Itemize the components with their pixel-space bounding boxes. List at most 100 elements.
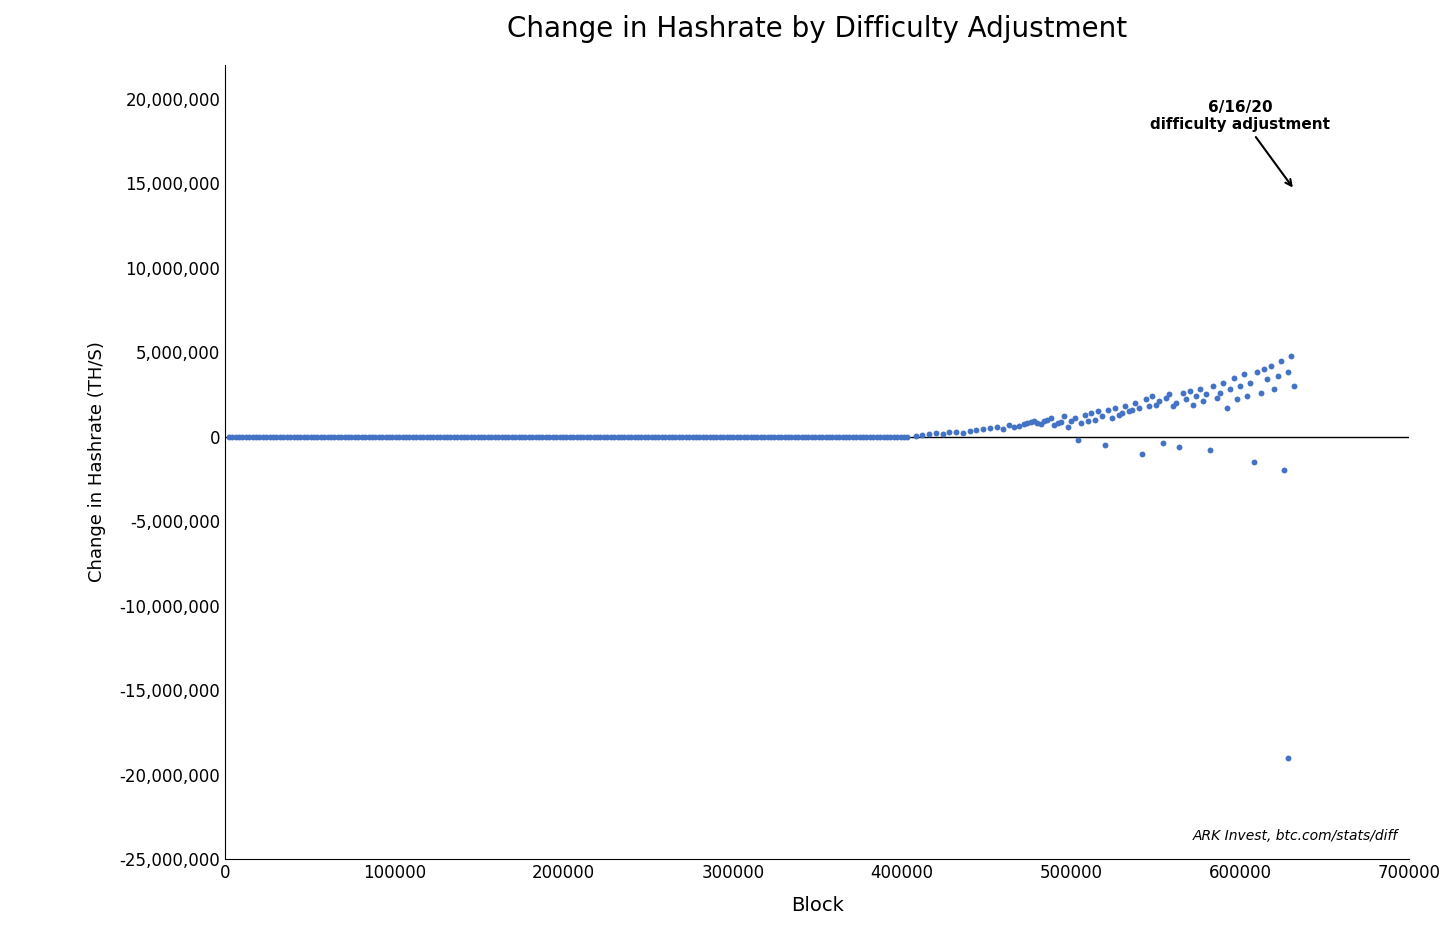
Point [1208, 385, 1232, 400]
Point [339, 429, 363, 444]
Point [582, 429, 606, 444]
Point [644, 429, 667, 444]
Point [1091, 409, 1114, 424]
Point [521, 429, 545, 444]
Point [827, 429, 850, 444]
Point [1239, 375, 1262, 390]
Point [745, 429, 769, 444]
Point [1137, 399, 1160, 414]
Point [997, 418, 1021, 433]
Point [1198, 442, 1222, 457]
Point [367, 429, 390, 444]
Point [422, 429, 446, 444]
Point [293, 429, 316, 444]
Point [1219, 381, 1242, 397]
Point [542, 429, 565, 444]
Point [1262, 381, 1286, 397]
Point [817, 429, 840, 444]
Point [773, 429, 796, 444]
Point [855, 429, 878, 444]
Point [494, 429, 517, 444]
Point [217, 429, 240, 444]
Point [1025, 416, 1048, 431]
Point [1066, 433, 1089, 448]
Point [234, 429, 258, 444]
Point [285, 429, 309, 444]
Point [852, 429, 875, 444]
Point [1283, 379, 1306, 394]
Point [282, 429, 306, 444]
Point [585, 429, 609, 444]
Point [917, 426, 941, 441]
Point [1171, 385, 1194, 400]
Point [1060, 413, 1083, 428]
Point [476, 429, 499, 444]
Point [770, 429, 794, 444]
Point [875, 429, 898, 444]
Point [1232, 366, 1255, 381]
Point [712, 429, 735, 444]
Point [814, 429, 837, 444]
Point [756, 429, 779, 444]
Point [514, 429, 537, 444]
Point [613, 429, 636, 444]
Point [1249, 385, 1273, 400]
Point [1117, 403, 1140, 419]
Point [735, 429, 759, 444]
Point [405, 429, 428, 444]
Point [837, 429, 860, 444]
Point [1245, 364, 1268, 380]
Point [695, 429, 718, 444]
Point [1053, 409, 1076, 424]
Point [1104, 400, 1127, 416]
Point [725, 429, 748, 444]
Point [925, 426, 948, 441]
Point [893, 429, 916, 444]
Point [1165, 396, 1188, 411]
Point [1168, 439, 1191, 455]
Point [428, 429, 451, 444]
Point [958, 423, 981, 438]
Point [578, 429, 601, 444]
Point [951, 425, 974, 440]
Point [1188, 381, 1211, 397]
Point [486, 429, 510, 444]
Point [681, 429, 705, 444]
Point [555, 429, 578, 444]
Point [692, 429, 715, 444]
Point [763, 429, 786, 444]
Point [1229, 379, 1252, 394]
Point [1035, 412, 1059, 427]
Point [630, 429, 654, 444]
Point [910, 427, 933, 442]
Point [374, 429, 397, 444]
Point [687, 429, 711, 444]
Point [667, 429, 690, 444]
Point [463, 429, 486, 444]
Point [743, 429, 766, 444]
Point [596, 429, 619, 444]
Point [821, 429, 844, 444]
Point [1140, 388, 1163, 403]
Point [296, 429, 319, 444]
Point [255, 429, 278, 444]
Point [272, 429, 296, 444]
Point [1114, 399, 1137, 414]
Point [766, 429, 789, 444]
Point [1008, 419, 1031, 434]
Point [1130, 446, 1153, 461]
Point [1056, 419, 1079, 434]
Text: ARK Invest, btc.com/stats/diff: ARK Invest, btc.com/stats/diff [1192, 829, 1398, 844]
Point [1107, 407, 1130, 422]
Point [1216, 400, 1239, 416]
Point [1012, 417, 1035, 432]
Point [1175, 392, 1198, 407]
Point [1195, 387, 1219, 402]
Point [1191, 394, 1214, 409]
Point [319, 429, 342, 444]
Point [646, 429, 670, 444]
Point [1236, 388, 1259, 403]
Point [245, 429, 268, 444]
Point [412, 429, 435, 444]
Point [633, 429, 657, 444]
